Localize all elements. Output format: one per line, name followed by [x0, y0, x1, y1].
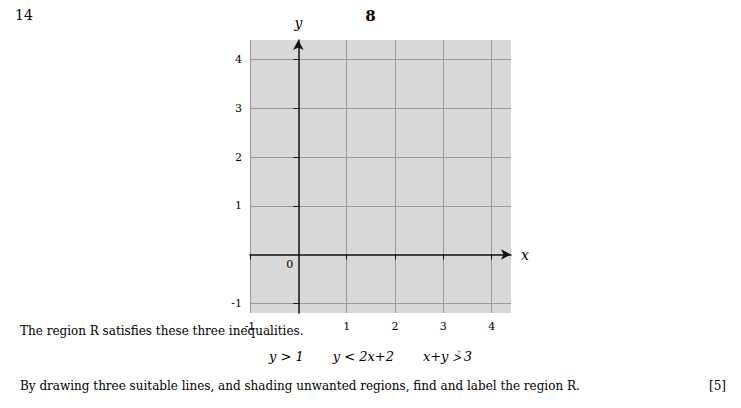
- svg-text:1: 1: [235, 199, 242, 212]
- svg-text:3: 3: [235, 102, 242, 115]
- svg-text:2: 2: [392, 320, 399, 333]
- svg-text:14: 14: [15, 7, 33, 23]
- svg-text:x: x: [521, 247, 529, 263]
- svg-text:0: 0: [286, 258, 293, 271]
- svg-text:3: 3: [440, 320, 447, 333]
- svg-text:2: 2: [235, 151, 242, 164]
- svg-text:The region R satisfies these t: The region R satisfies these three inequ…: [20, 324, 304, 338]
- svg-text:4: 4: [488, 320, 495, 333]
- svg-text:1: 1: [343, 320, 350, 333]
- svg-text:8: 8: [365, 7, 375, 25]
- svg-text:[5]: [5]: [709, 379, 726, 393]
- svg-text:4: 4: [235, 53, 242, 66]
- svg-text:By drawing three suitable line: By drawing three suitable lines, and sha…: [20, 379, 580, 393]
- svg-text:y > 1 y < 2x+2 x+y: y > 1 y < 2x+2 x+y ⩼ 3: [268, 349, 472, 364]
- svg-text:y: y: [293, 15, 303, 31]
- svg-text:-1: -1: [231, 297, 242, 310]
- svg-text:-1: -1: [245, 320, 256, 333]
